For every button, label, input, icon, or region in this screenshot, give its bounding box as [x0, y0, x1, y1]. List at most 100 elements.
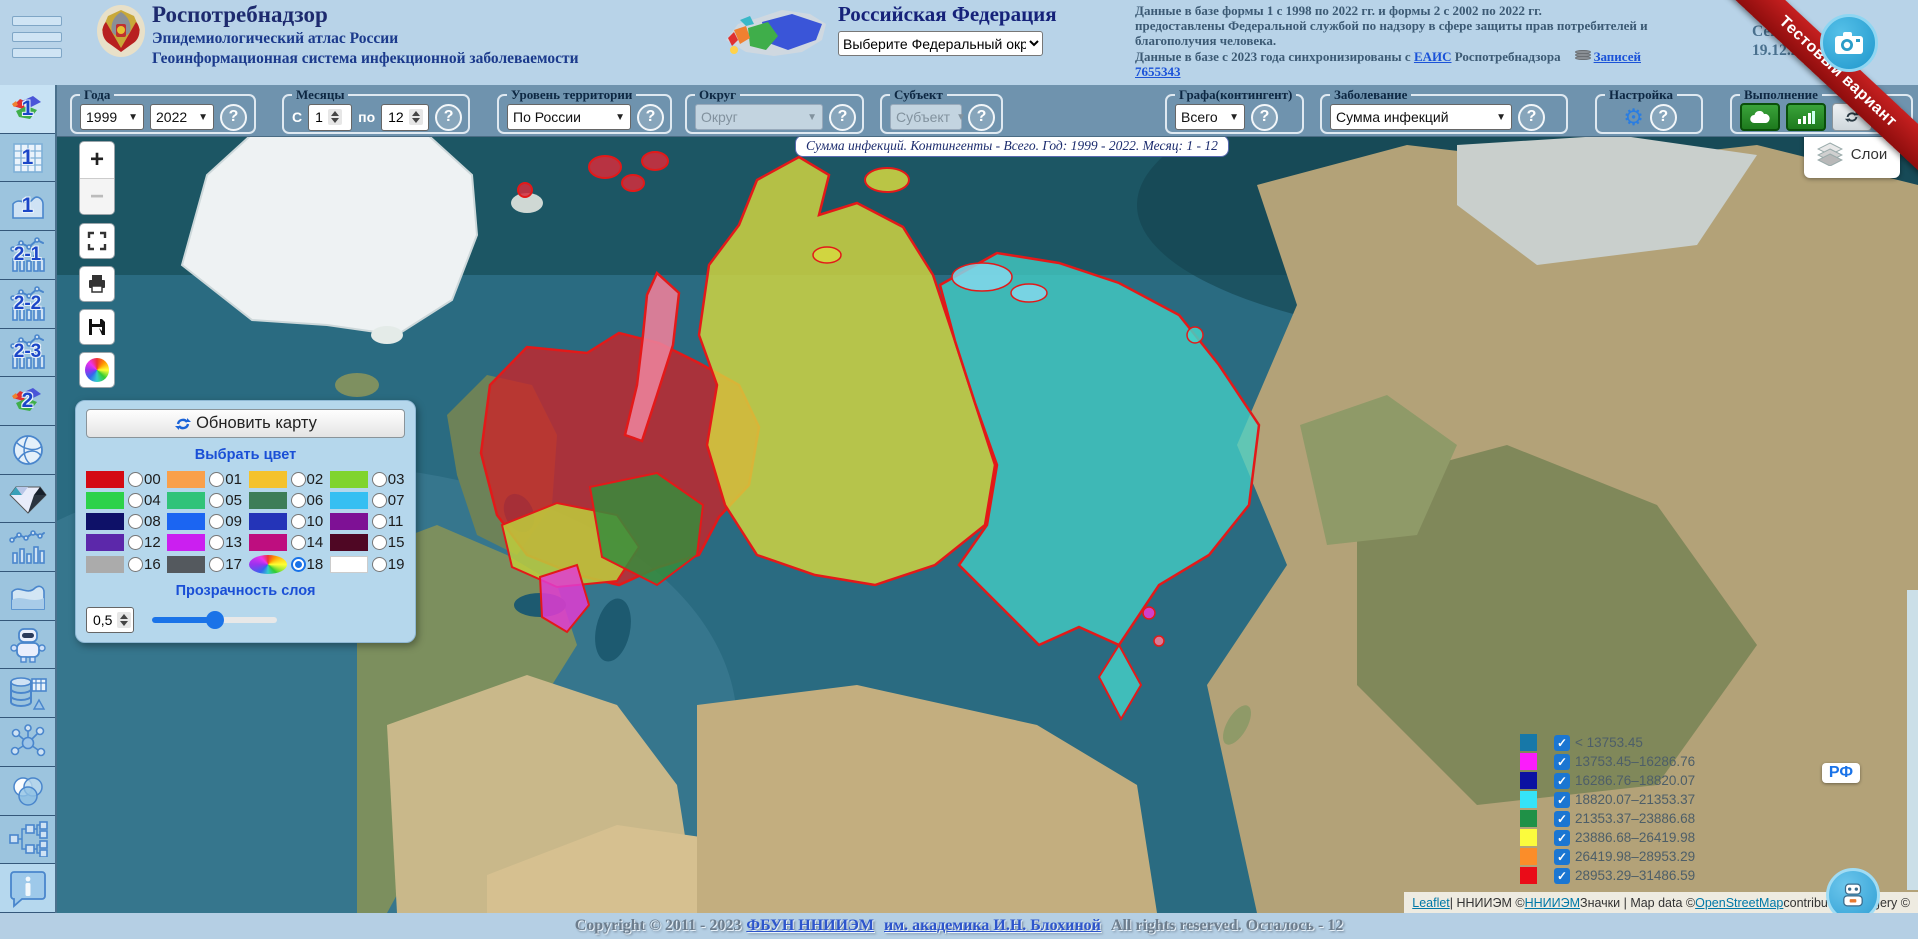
disease-help-icon[interactable]: ?	[1518, 103, 1545, 131]
cohort-help-icon[interactable]: ?	[1251, 103, 1278, 131]
territory-help-icon[interactable]: ?	[637, 103, 664, 131]
legend-range-label: 18820.07–21353.37	[1575, 792, 1696, 807]
sidebar-item-map-2[interactable]: 2	[0, 377, 55, 426]
filter-cohort-legend: Графа(контингент)	[1179, 87, 1293, 102]
subject-select[interactable]: Субъект ▼	[890, 104, 966, 130]
color-swatch-cell: 13	[167, 534, 242, 551]
years-help-icon[interactable]: ?	[220, 103, 247, 131]
sidebar-item-globe[interactable]	[0, 426, 55, 475]
swatch-radio-11[interactable]	[371, 514, 387, 529]
records-count-link[interactable]: Записей 7655343	[1135, 49, 1641, 79]
leaflet-link[interactable]: Leaflet	[1412, 895, 1450, 910]
swatch-radio-03[interactable]	[371, 472, 387, 487]
sidebar-item-chart-2-2[interactable]: 2-2	[0, 280, 55, 329]
run-chart-button[interactable]	[1786, 103, 1826, 131]
swatch-radio-07[interactable]	[371, 493, 387, 508]
swatch-radio-00[interactable]	[128, 472, 143, 487]
legend-checkbox[interactable]: ✓	[1554, 867, 1570, 884]
swatch-radio-14[interactable]	[290, 535, 306, 550]
menu-hamburger-icon[interactable]	[12, 16, 62, 64]
sidebar-item-database-export[interactable]	[0, 669, 55, 719]
sidebar-item-line-bar-chart[interactable]	[0, 523, 55, 573]
swatch-radio-12[interactable]	[128, 535, 143, 550]
color-swatch-cell: 06	[248, 492, 324, 509]
swatch-radio-09[interactable]	[209, 514, 225, 529]
sidebar-item-network[interactable]	[0, 718, 55, 767]
opacity-slider[interactable]	[152, 611, 278, 629]
filter-cohort: Графа(контингент) Всего ▼ ?	[1165, 87, 1305, 134]
year-from-select[interactable]: 1999 ▼	[80, 104, 144, 130]
rf-badge[interactable]: РФ	[1821, 763, 1860, 783]
sidebar-item-chart-2-3[interactable]: 2-3	[0, 329, 55, 378]
federal-district-select[interactable]: Выберите Федеральный округ	[838, 31, 1043, 56]
swatch-radio-02[interactable]	[290, 472, 306, 487]
swatch-radio-13[interactable]	[209, 535, 225, 550]
legend-checkbox[interactable]: ✓	[1554, 772, 1570, 789]
legend-checkbox[interactable]: ✓	[1554, 810, 1570, 827]
sidebar-item-chart-2-1[interactable]: 2-1	[0, 231, 55, 280]
legend-checkbox[interactable]: ✓	[1554, 734, 1570, 751]
palette-button[interactable]	[79, 352, 115, 388]
legend-checkbox[interactable]: ✓	[1554, 753, 1570, 770]
zoom-in-button[interactable]: +	[89, 146, 104, 173]
fbun-link[interactable]: ФБУН ННИИЭМ	[746, 917, 875, 934]
legend-checkbox[interactable]: ✓	[1554, 791, 1570, 808]
swatch-id-label: 05	[225, 492, 242, 509]
okrug-help-icon[interactable]: ?	[829, 103, 856, 131]
swatch-radio-08[interactable]	[128, 514, 143, 529]
update-map-button[interactable]: Обновить карту	[86, 409, 405, 438]
okrug-select[interactable]: Округ ▼	[695, 104, 823, 130]
sidebar-item-info[interactable]	[0, 864, 55, 913]
swatch-color	[86, 534, 124, 551]
fullscreen-button[interactable]	[79, 223, 115, 259]
opacity-input[interactable]: 0,5	[86, 607, 135, 633]
swatch-radio-10[interactable]	[290, 514, 306, 529]
nniiem-link[interactable]: ННИИЭМ	[1524, 895, 1581, 910]
run-map-button[interactable]	[1740, 103, 1780, 131]
year-to-select[interactable]: 2022 ▼	[150, 104, 214, 130]
zoom-out-button[interactable]: −	[80, 178, 114, 214]
opacity-slider-thumb[interactable]	[205, 611, 224, 629]
sidebar-item-table-1[interactable]: 1	[0, 134, 55, 183]
swatch-radio-01[interactable]	[209, 472, 225, 487]
sidebar-item-venn[interactable]	[0, 767, 55, 816]
opacity-spinner[interactable]	[117, 612, 132, 628]
swatch-color	[167, 471, 206, 488]
legend-checkbox[interactable]: ✓	[1554, 829, 1570, 846]
map-container[interactable]: Сумма инфекций. Контингенты - Всего. Год…	[57, 85, 1918, 913]
screenshot-camera-button[interactable]	[1820, 14, 1878, 72]
months-help-icon[interactable]: ?	[435, 103, 463, 131]
eais-link[interactable]: ЕАИС	[1413, 49, 1452, 64]
print-button[interactable]	[79, 266, 115, 302]
settings-help-icon[interactable]: ?	[1649, 103, 1677, 131]
swatch-radio-16[interactable]	[128, 557, 143, 572]
sidebar-item-tree[interactable]	[0, 816, 55, 865]
swatch-radio-04[interactable]	[128, 493, 143, 508]
swatch-id-label: 06	[306, 492, 324, 509]
sidebar-item-area-1[interactable]: 1	[0, 182, 55, 232]
swatch-radio-17[interactable]	[209, 557, 225, 572]
swatch-radio-05[interactable]	[209, 493, 225, 508]
academy-link[interactable]: им. академика И.Н. Блохиной	[884, 917, 1101, 934]
sidebar-item-diamond[interactable]	[0, 475, 55, 524]
sidebar-item-map-1[interactable]: 1	[0, 85, 55, 134]
swatch-radio-18[interactable]	[290, 557, 306, 572]
territory-select[interactable]: По России ▼	[507, 104, 631, 130]
sidebar-item-robot[interactable]	[0, 621, 55, 670]
swatch-radio-19[interactable]	[371, 557, 387, 572]
swatch-radio-06[interactable]	[290, 493, 306, 508]
settings-gear-icon[interactable]: ⚙	[1623, 103, 1644, 130]
legend-scroll-strip	[1907, 590, 1918, 890]
legend-checkbox[interactable]: ✓	[1554, 848, 1570, 865]
save-button[interactable]	[79, 309, 115, 345]
chat-robot-button[interactable]	[1826, 868, 1880, 913]
subject-help-icon[interactable]: ?	[968, 103, 995, 131]
swatch-radio-15[interactable]	[371, 535, 387, 550]
osm-link[interactable]: OpenStreetMap	[1695, 895, 1784, 910]
disease-select[interactable]: Сумма инфекций ▼	[1330, 104, 1512, 130]
sidebar-item-area-chart[interactable]	[0, 572, 55, 621]
cohort-select[interactable]: Всего ▼	[1175, 104, 1245, 130]
month-to-input[interactable]: 12	[381, 103, 430, 131]
month-from-input[interactable]: 1	[308, 103, 353, 131]
swatch-color	[329, 471, 368, 488]
